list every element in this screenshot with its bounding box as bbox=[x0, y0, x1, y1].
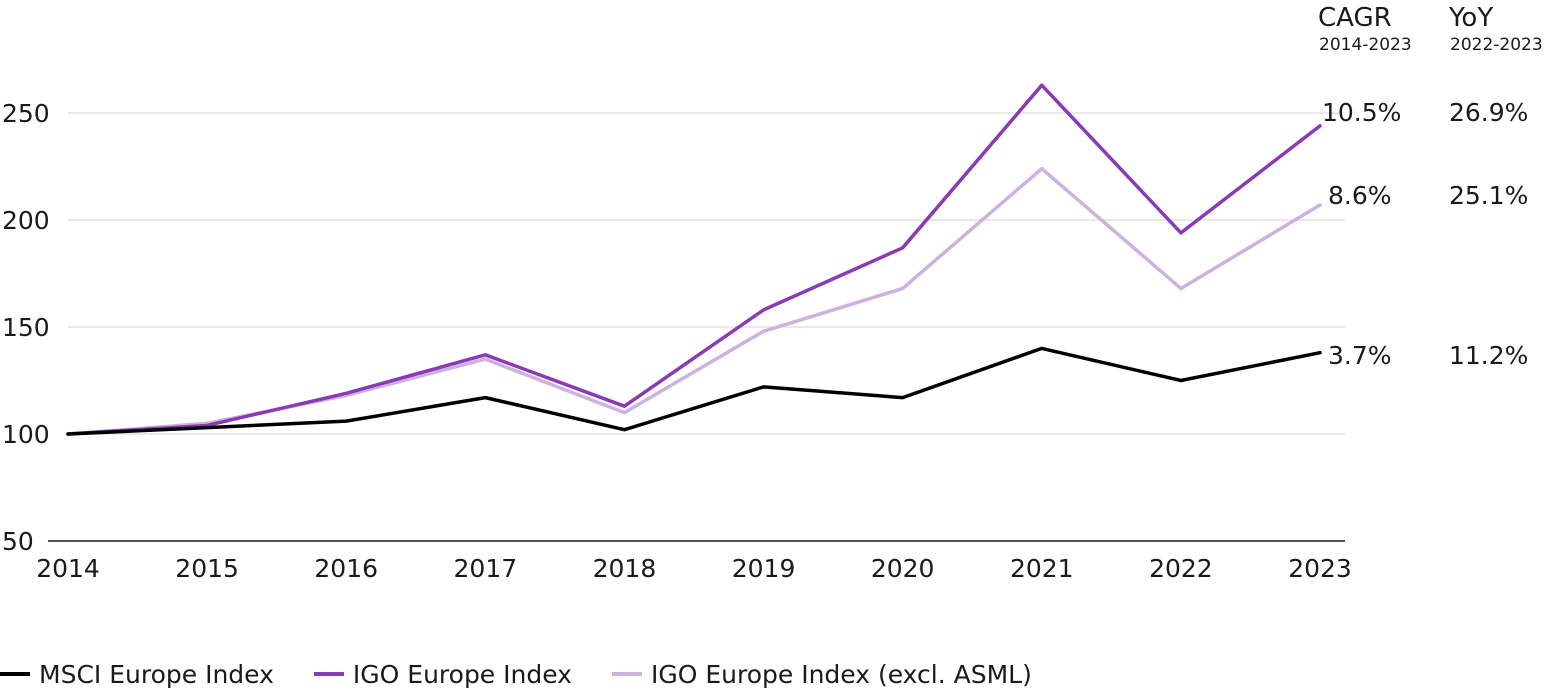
legend-item-msci[interactable]: MSCI Europe Index bbox=[0, 660, 274, 689]
x-tick-label-2020: 2020 bbox=[871, 554, 935, 583]
series-line-igo-europe-index bbox=[66, 83, 1322, 436]
y-axis-ticks: 50 100 150 200 250 bbox=[2, 99, 50, 556]
cagr-value-0: 3.7% bbox=[1328, 341, 1392, 370]
x-tick-label-2022: 2022 bbox=[1149, 554, 1213, 583]
x-tick-label-2014: 2014 bbox=[36, 554, 100, 583]
series-line-igo-europe-index-excl-asml bbox=[66, 166, 1322, 436]
yoy-value-0: 11.2% bbox=[1449, 341, 1528, 370]
yoy-value-1: 26.9% bbox=[1449, 98, 1528, 127]
series-lines bbox=[66, 83, 1322, 436]
cagr-header: CAGR bbox=[1318, 3, 1392, 33]
y-tick-label-50: 50 bbox=[2, 527, 34, 556]
yoy-value-2: 25.1% bbox=[1449, 181, 1528, 210]
x-tick-label-2015: 2015 bbox=[175, 554, 239, 583]
legend-item-igo[interactable]: IGO Europe Index bbox=[313, 659, 572, 689]
x-tick-label-2023: 2023 bbox=[1288, 554, 1352, 583]
legend-label-igo-excl-asml: IGO Europe Index (excl. ASML) bbox=[650, 659, 1032, 689]
legend-label-msci: MSCI Europe Index bbox=[39, 659, 274, 689]
x-tick-label-2019: 2019 bbox=[732, 554, 796, 583]
y-tick-label-150: 150 bbox=[2, 313, 50, 342]
series-line-msci-europe-index bbox=[66, 346, 1322, 436]
x-axis-ticks: 2014 2015 2016 2017 2018 2019 2020 2021 2022 2023 bbox=[36, 554, 1352, 583]
gridlines bbox=[48, 112, 1345, 542]
legend-item-igo-excl-asml[interactable]: IGO Europe Index (excl. ASML) bbox=[611, 659, 1032, 689]
legend-label-igo: IGO Europe Index bbox=[352, 659, 572, 689]
cagr-subheader: 2014-2023 bbox=[1319, 35, 1412, 55]
legend-swatch-msci bbox=[0, 672, 30, 676]
x-tick-label-2021: 2021 bbox=[1010, 554, 1074, 583]
cagr-value-2: 8.6% bbox=[1328, 181, 1392, 210]
y-tick-label-250: 250 bbox=[2, 99, 50, 128]
yoy-header: YoY bbox=[1448, 3, 1493, 33]
y-tick-label-200: 200 bbox=[2, 206, 50, 235]
y-tick-label-100: 100 bbox=[2, 420, 50, 449]
x-tick-label-2016: 2016 bbox=[314, 554, 378, 583]
yoy-subheader: 2022-2023 bbox=[1450, 35, 1543, 55]
legend-swatch-igo-excl-asml bbox=[611, 672, 642, 676]
legend-swatch-igo bbox=[313, 672, 344, 676]
cagr-value-1: 10.5% bbox=[1322, 98, 1401, 127]
legend: MSCI Europe Index IGO Europe Index IGO E… bbox=[0, 654, 1072, 694]
x-tick-label-2017: 2017 bbox=[454, 554, 518, 583]
x-tick-label-2018: 2018 bbox=[593, 554, 657, 583]
